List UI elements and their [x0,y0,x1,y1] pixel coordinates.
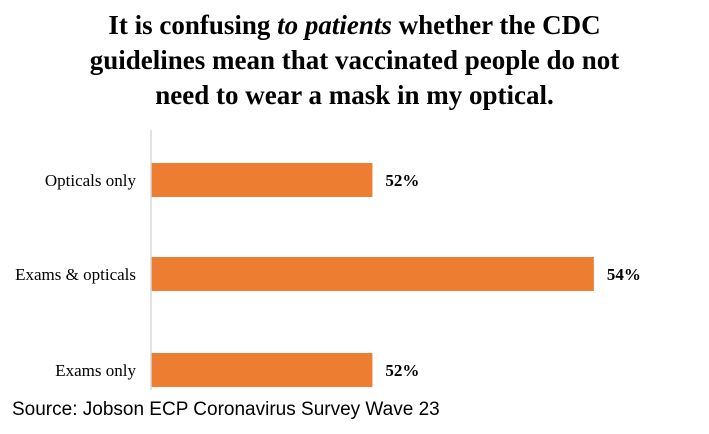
category-label-2: Exams only [55,361,136,380]
title-line-1-pre: It is confusing [108,10,278,40]
chart-title: It is confusing to patients whether the … [0,8,709,113]
category-label-0: Opticals only [45,171,137,190]
bar-2 [151,353,373,387]
source-note: Source: Jobson ECP Coronavirus Survey Wa… [12,399,440,420]
bar-0 [151,163,373,197]
data-label-2: 52% [385,361,419,380]
title-line-1-post: whether the CDC [391,10,601,40]
data-label-0: 52% [385,171,419,190]
data-label-1: 54% [607,265,641,284]
title-line-2: guidelines mean that vaccinated people d… [89,45,620,75]
bar-1 [151,257,594,291]
title-line-3: need to wear a mask in my optical. [155,80,554,110]
category-label-1: Exams & opticals [15,265,136,284]
title-line-1-italic: to patients [277,10,392,40]
title-line-1: It is confusing to patients whether the … [0,8,709,43]
